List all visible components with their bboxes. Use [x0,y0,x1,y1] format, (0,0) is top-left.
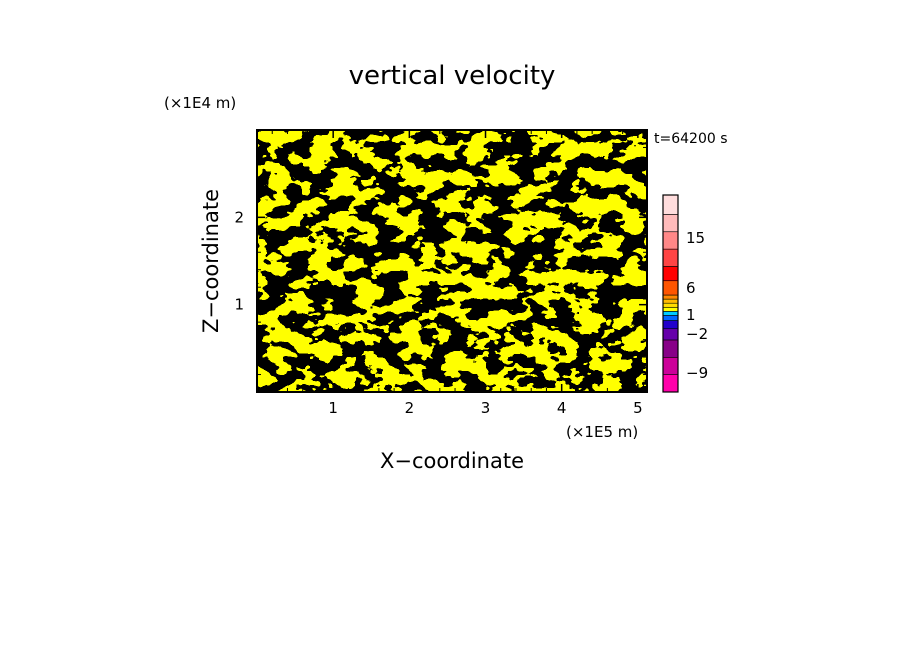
x-tick-label: 2 [405,399,415,417]
colorbar-level [662,248,679,267]
colorbar-level [662,328,679,341]
colorbar-level [662,320,679,330]
colorbar-frame [662,194,679,393]
colorbar-level [662,294,679,300]
colorbar-level [662,315,679,321]
y-axis: 12 [234,146,647,376]
x-tick-label: 1 [328,399,338,417]
colorbar-level [662,214,679,233]
x-axis: 1 2 3 4 5 [271,130,643,417]
colorbar-label: 15 [686,229,705,247]
colorbar-label: −2 [686,325,708,343]
y-tick-label: 1 [234,296,244,314]
colorbar-level [662,298,679,304]
colorbar-level [662,339,679,358]
colorbar-level [662,231,679,250]
colorbar-level [662,302,679,308]
chart-title: vertical velocity [349,61,556,91]
y-unit-label: (×1E4 m) [164,94,236,112]
x-tick-label: 4 [557,399,567,417]
colorbar-level [662,311,679,316]
colorbar-level [662,280,679,296]
time-label: t=64200 s [654,131,728,147]
plot-area [256,129,648,393]
colorbar-label: 6 [686,279,696,297]
y-tick-label: 2 [234,208,244,226]
colorbar-label: −9 [686,364,708,382]
y-axis-label: Z−coordinate [199,189,223,333]
x-tick-label: 3 [481,399,491,417]
colorbar-level [662,374,679,393]
colorbar-level [662,194,679,215]
x-axis-label: X−coordinate [380,449,524,473]
x-unit-label: (×1E5 m) [566,423,638,441]
x-tick-label: 5 [633,399,643,417]
colorbar-level [662,356,679,375]
colorbar: 15 6 1−2 −9 [662,194,708,393]
field-negative-region [257,130,647,392]
colorbar-level [662,266,679,282]
plot-frame [256,129,648,393]
colorbar-level [662,306,679,312]
colorbar-label: 1 [686,306,696,324]
